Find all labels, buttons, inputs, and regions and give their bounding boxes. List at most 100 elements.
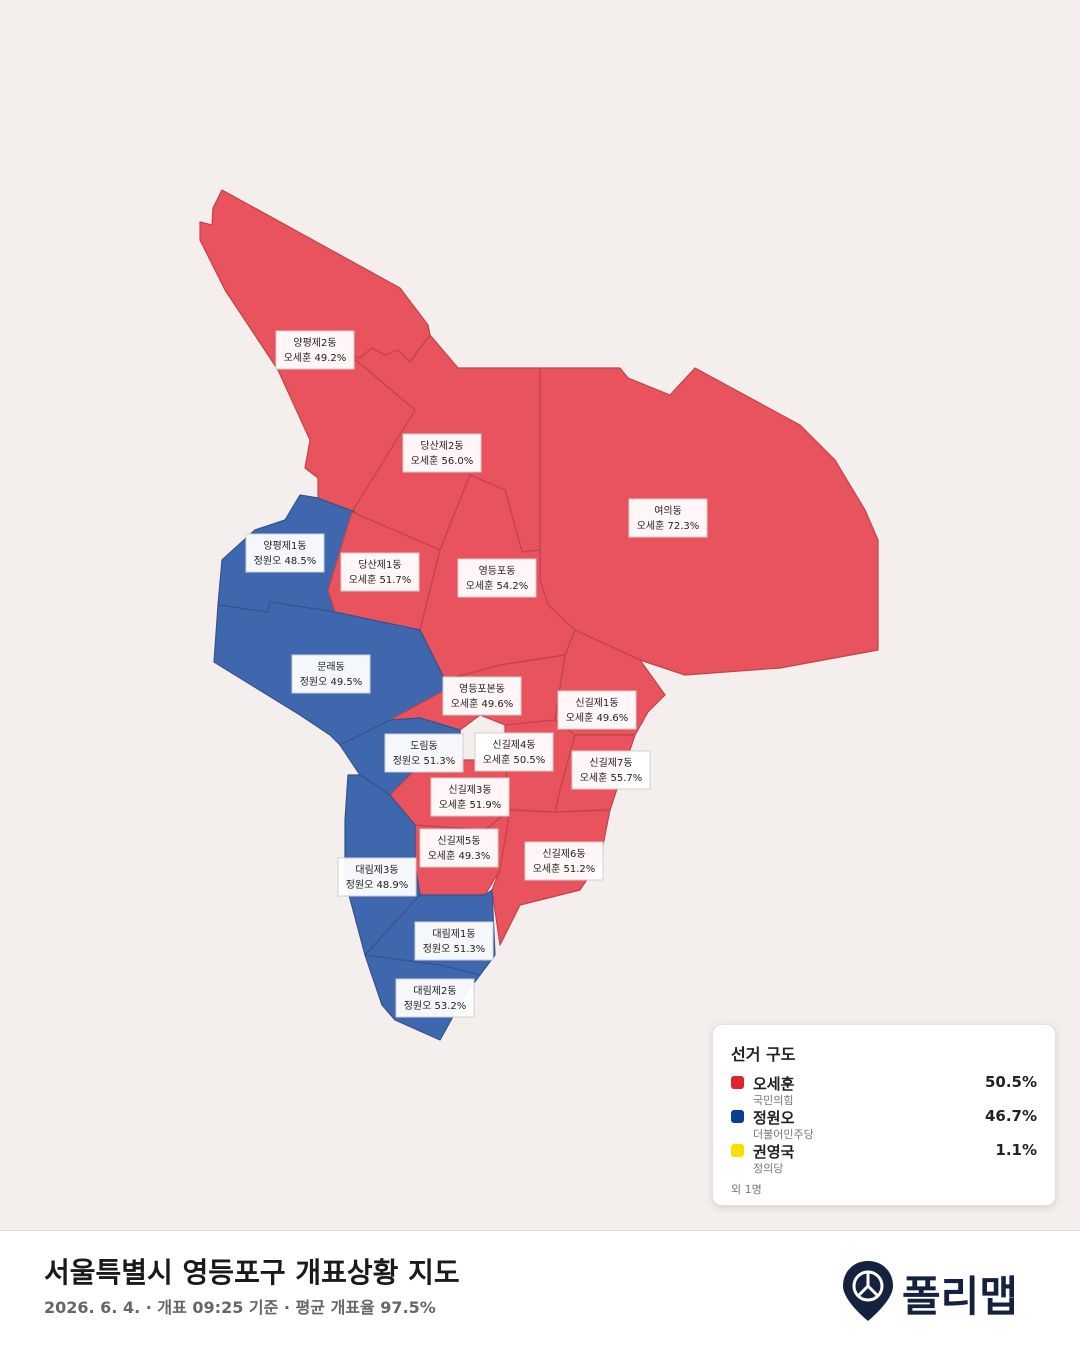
- label-box: [337, 857, 417, 897]
- label-box: [291, 654, 371, 694]
- district-result: 정원오 48.5%: [254, 555, 317, 567]
- label-box: [414, 921, 494, 961]
- district-result: 정원오 51.3%: [393, 755, 456, 767]
- label-box: [384, 733, 464, 773]
- district-name: 영등포동: [479, 565, 516, 577]
- district-name: 신길제5동: [437, 834, 480, 847]
- label-box: [442, 676, 522, 716]
- candidate-share: 46.7%: [984, 1107, 1037, 1125]
- label-box: [395, 978, 475, 1018]
- district-area: [539, 367, 879, 676]
- legend-list: 오세훈 국민의힘 50.5% 정원오 더불어민주당 46.7% 권영국 정의당 1.1%: [731, 1073, 1037, 1175]
- candidate-party: 정의당: [753, 1162, 784, 1175]
- label-box: [430, 777, 510, 817]
- logo: 폴리맵: [840, 1259, 1018, 1323]
- label-box: [628, 498, 708, 538]
- district-name: 당산제2동: [420, 440, 463, 452]
- district-name: 대림제1동: [432, 928, 475, 940]
- district-name: 신길제6동: [542, 847, 585, 860]
- district-result: 오세훈 49.6%: [566, 711, 629, 724]
- label-box: [402, 433, 482, 473]
- district-result: 오세훈 49.6%: [451, 697, 514, 710]
- label-box: [340, 552, 420, 592]
- district-result: 오세훈 55.7%: [580, 771, 643, 784]
- candidate-party: 더불어민주당: [753, 1128, 814, 1141]
- district-name: 신길제3동: [448, 783, 491, 796]
- label-box: [275, 330, 355, 370]
- legend-item: 정원오 더불어민주당 46.7%: [731, 1107, 1037, 1141]
- footer: 서울특별시 영등포구 개표상황 지도 2026. 6. 4. · 개표 09:2…: [0, 1230, 1080, 1351]
- district-name: 신길제1동: [575, 696, 618, 709]
- legend-item: 권영국 정의당 1.1%: [731, 1141, 1037, 1175]
- district-result: 오세훈 72.3%: [637, 519, 700, 532]
- district-name: 당산제1동: [358, 559, 401, 571]
- district-result: 정원오 51.3%: [423, 943, 486, 955]
- candidate-share: 50.5%: [984, 1073, 1037, 1091]
- legend-note: 외 1명: [731, 1183, 762, 1196]
- district-result: 오세훈 54.2%: [466, 579, 529, 592]
- legend: 선거 구도 오세훈 국민의힘 50.5% 정원오 더불어민주당 46.7% 권영국 정의당 1.…: [712, 1024, 1056, 1206]
- logo-text: 폴리맵: [902, 1272, 1018, 1321]
- district-name: 양평제1동: [263, 540, 306, 552]
- candidate-share: 1.1%: [995, 1141, 1037, 1159]
- footer-title: 서울특별시 영등포구 개표상황 지도: [44, 1256, 460, 1289]
- district-result: 오세훈 51.2%: [533, 862, 596, 875]
- district-name: 도림동: [410, 740, 438, 752]
- district-name: 대림제3동: [355, 864, 398, 876]
- district-name: 영등포본동: [459, 683, 505, 695]
- legend-swatch: [731, 1144, 744, 1157]
- candidate-name: 오세훈: [753, 1075, 795, 1093]
- district-areas: [199, 189, 879, 1041]
- district-result: 오세훈 49.3%: [428, 849, 491, 862]
- district-result: 정원오 48.9%: [346, 879, 409, 891]
- district-name: 대림제2동: [413, 985, 456, 997]
- label-box: [557, 690, 637, 730]
- label-box: [524, 841, 604, 881]
- district-name: 양평제2동: [293, 337, 336, 349]
- footer-subtitle: 2026. 6. 4. · 개표 09:25 기준 · 평균 개표율 97.5%: [44, 1298, 436, 1317]
- logo-icon: [843, 1261, 893, 1321]
- legend-swatch: [731, 1076, 744, 1089]
- district-result: 오세훈 56.0%: [411, 454, 474, 467]
- district-result: 오세훈 50.5%: [483, 753, 546, 766]
- district-name: 여의동: [654, 505, 682, 517]
- label-box: [457, 558, 537, 598]
- legend-swatch: [731, 1110, 744, 1123]
- label-box: [419, 828, 499, 868]
- district-result: 오세훈 49.2%: [284, 351, 347, 364]
- district-result: 정원오 53.2%: [404, 1000, 467, 1012]
- candidate-name: 정원오: [753, 1109, 795, 1127]
- district-name: 신길제7동: [589, 756, 632, 769]
- district-name: 문래동: [317, 661, 345, 673]
- label-box: [571, 750, 651, 790]
- label-box: [245, 533, 325, 573]
- candidate-party: 국민의힘: [753, 1094, 794, 1107]
- legend-title: 선거 구도: [731, 1045, 796, 1064]
- district-name: 신길제4동: [492, 738, 535, 751]
- district-result: 오세훈 51.7%: [349, 573, 412, 586]
- candidate-name: 권영국: [753, 1143, 795, 1161]
- legend-item: 오세훈 국민의힘 50.5%: [731, 1073, 1037, 1107]
- label-box: [474, 732, 554, 772]
- district-result: 오세훈 51.9%: [439, 798, 502, 811]
